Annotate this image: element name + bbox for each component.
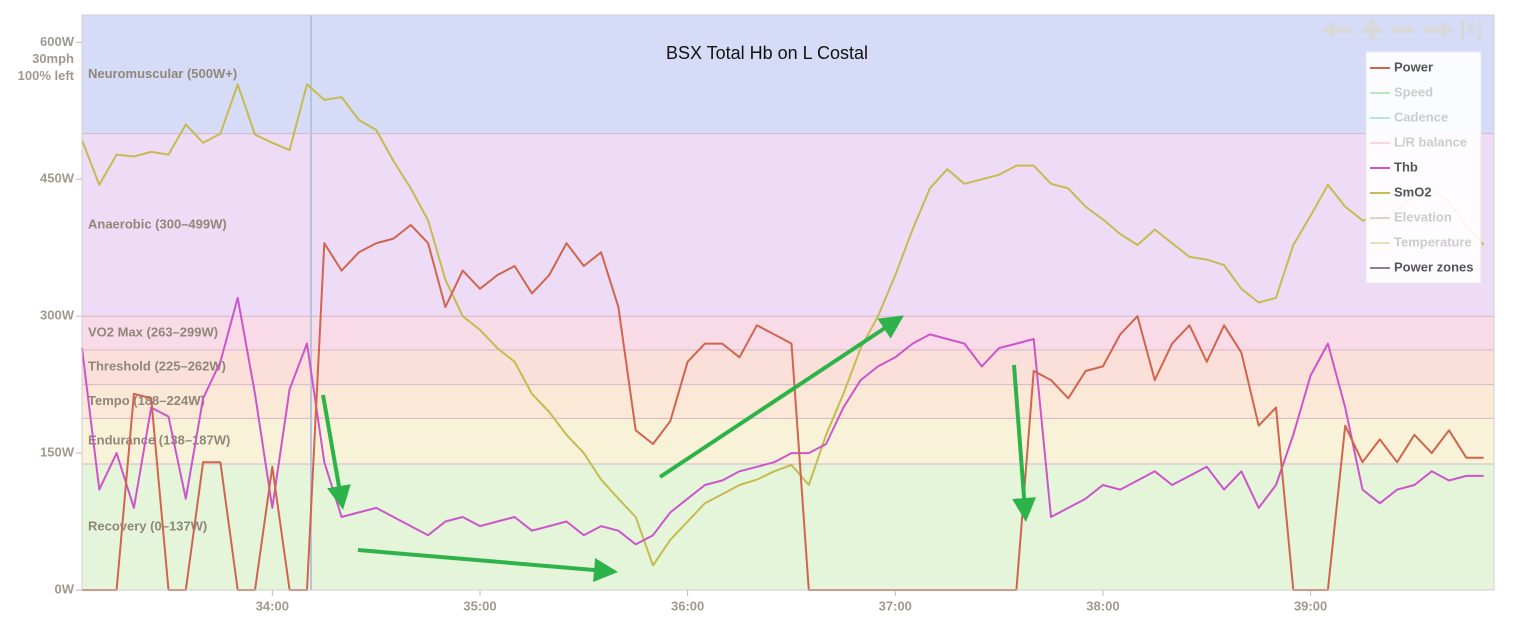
zone-label: Endurance (138–187W) xyxy=(88,433,230,448)
zone-band xyxy=(82,316,1494,350)
plot-border xyxy=(81,14,1495,591)
pan-left[interactable] xyxy=(1322,22,1352,38)
arrow xyxy=(658,315,905,479)
y-axis-label: 30mph xyxy=(32,51,74,66)
zone-label: Tempo (188–224W) xyxy=(88,393,205,408)
zoom-in[interactable] xyxy=(1362,20,1382,40)
reset-zoom[interactable] xyxy=(1461,20,1481,40)
legend-label[interactable]: Power zones xyxy=(1394,259,1473,274)
zone-label: Recovery (0–137W) xyxy=(88,518,207,533)
legend-label[interactable]: Temperature xyxy=(1394,234,1472,249)
y-tick-label: 600W xyxy=(40,34,75,49)
zone-label: Neuromuscular (500W+) xyxy=(88,66,237,81)
zone-band xyxy=(82,464,1494,590)
legend-label[interactable]: Speed xyxy=(1394,84,1433,99)
legend-label[interactable]: Elevation xyxy=(1394,209,1452,224)
chart-title: BSX Total Hb on L Costal xyxy=(666,43,868,63)
zone-band xyxy=(82,15,1494,134)
legend-label[interactable]: SmO2 xyxy=(1394,184,1432,199)
lines xyxy=(81,83,1485,591)
y-tick-label: 450W xyxy=(40,171,75,186)
y-tick-label: 0W xyxy=(55,581,75,596)
y-axis-label: 100% left xyxy=(18,68,75,83)
zone-band xyxy=(82,418,1494,465)
arrow xyxy=(321,394,351,510)
x-tick-label: 37:00 xyxy=(879,598,912,613)
x-tick-label: 39:00 xyxy=(1294,598,1327,613)
arrow xyxy=(357,548,618,582)
zone-label: Anaerobic (300–499W) xyxy=(88,216,227,231)
x-tick-label: 34:00 xyxy=(256,598,289,613)
legend-label[interactable]: Cadence xyxy=(1394,109,1448,124)
legend-label[interactable]: L/R balance xyxy=(1394,134,1467,149)
series-line xyxy=(81,83,1485,567)
zones: Recovery (0–137W) Endurance (138–187W) Tem… xyxy=(82,15,1494,590)
zone-band xyxy=(82,133,1494,317)
series-line xyxy=(82,223,1484,591)
arrow xyxy=(1012,364,1037,522)
legend-label[interactable]: Power xyxy=(1394,59,1433,74)
zone-band xyxy=(82,384,1494,419)
y-tick-label: 300W xyxy=(40,308,75,323)
x-tick-label: 36:00 xyxy=(671,598,704,613)
toolbar[interactable] xyxy=(1322,20,1481,40)
x-tick-label: 35:00 xyxy=(463,598,496,613)
zoom-out[interactable] xyxy=(1392,27,1414,33)
grid: 0W 150W 300W 450W 600W 30mph 100% left 34:00 35:… xyxy=(18,34,1328,614)
y-tick-label: 150W xyxy=(40,445,75,460)
zone-label: VO2 Max (263–299W) xyxy=(88,325,218,340)
legend-label[interactable]: Thb xyxy=(1394,159,1418,174)
x-tick-label: 38:00 xyxy=(1086,598,1119,613)
pan-right[interactable] xyxy=(1424,22,1454,38)
legend-items: Power Speed Cadence L/R balance Thb SmO2 Eleva… xyxy=(1370,59,1473,274)
zone-label: Threshold (225–262W) xyxy=(88,359,226,374)
annotations xyxy=(321,315,1037,582)
